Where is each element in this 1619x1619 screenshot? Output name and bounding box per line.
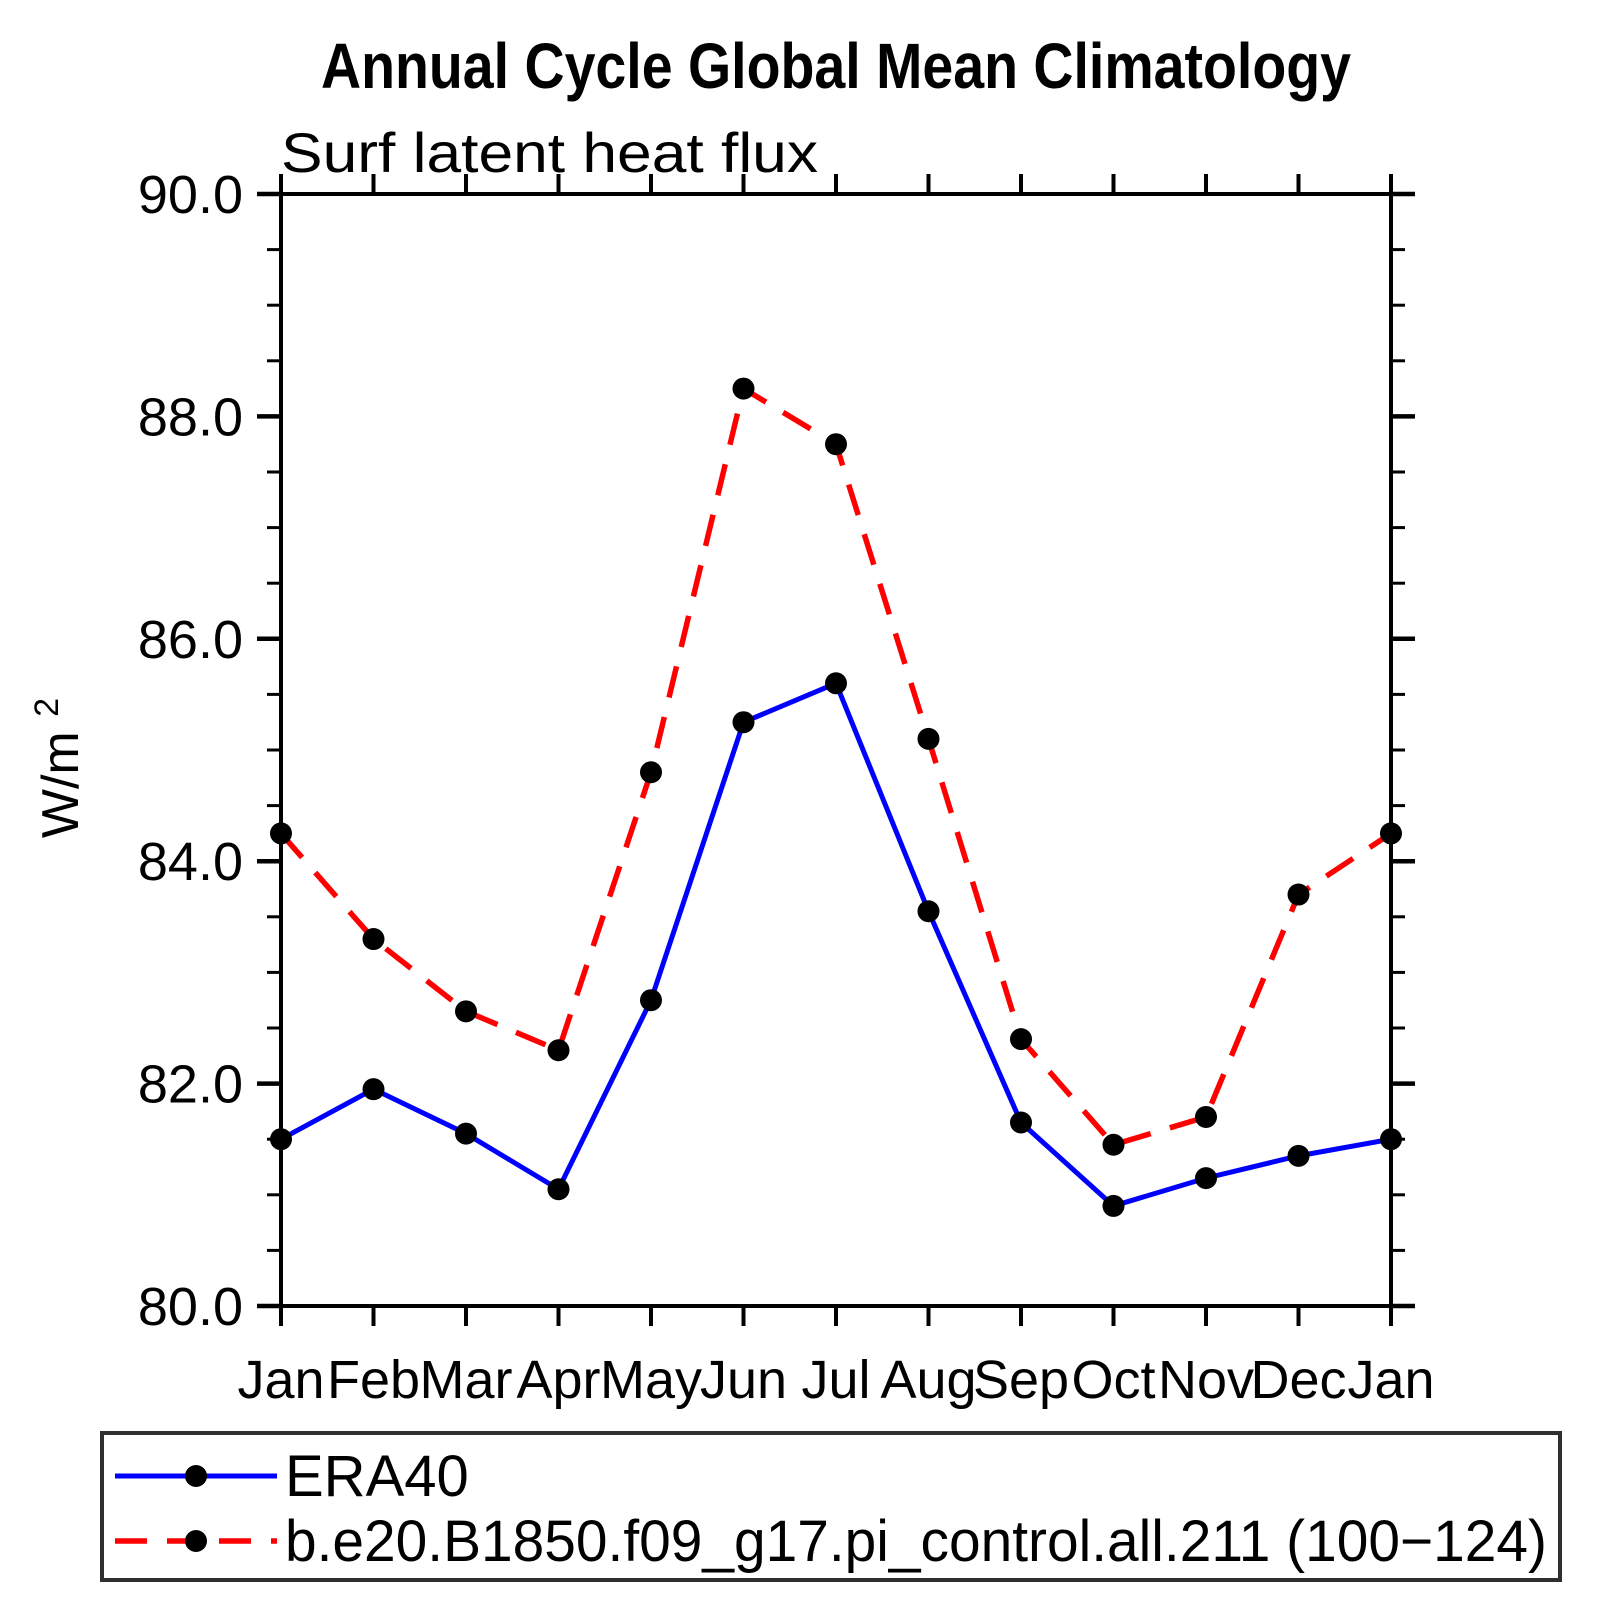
legend-box	[100, 1431, 1562, 1582]
y-tick-label: 90.0	[138, 165, 243, 225]
x-month-label: Aug	[880, 1350, 976, 1410]
x-month-label: Jan	[237, 1350, 324, 1410]
y-axis-label-base: W/m	[32, 731, 90, 838]
series-era40-marker-feb-1	[362, 1078, 385, 1101]
series-era40-marker-dec-11	[1287, 1144, 1310, 1167]
legend-model-label: b.e20.B1850.f09_g17.pi_control.all.211 (…	[285, 1509, 1547, 1574]
plot-border	[279, 192, 1393, 1308]
series-model-marker-sep-8	[1010, 1028, 1032, 1051]
series-era40-line	[279, 679, 1392, 1209]
series-model-marker-nov-10	[1195, 1105, 1217, 1128]
series-era40-marker-nov-10	[1195, 1167, 1217, 1190]
x-month-label: Nov	[1158, 1350, 1254, 1410]
x-month-label: Mar	[420, 1350, 513, 1410]
y-axis-label: W/m 2	[28, 698, 90, 838]
series-model-marker-jan-0	[270, 822, 292, 845]
series-model-marker-jan-12	[1380, 822, 1402, 845]
y-axis-ticks	[257, 191, 1415, 1309]
series-era40-marker-jul-6	[825, 672, 847, 695]
series-model-marker-feb-1	[362, 928, 385, 951]
x-month-label: Dec	[1250, 1350, 1346, 1410]
x-month-label: Feb	[327, 1350, 420, 1410]
x-month-label: Jul	[801, 1350, 870, 1410]
legend-era40-label: ERA40	[285, 1444, 469, 1509]
series-era40-marker-sep-8	[1010, 1111, 1032, 1134]
legend-model-marker	[185, 1530, 207, 1552]
series-era40-marker-jun-5	[732, 711, 755, 734]
y-tick-label: 84.0	[138, 832, 243, 892]
x-month-label: Jun	[700, 1350, 787, 1410]
series-era40-marker-oct-9	[1102, 1194, 1125, 1217]
series-model-marker-apr-3	[547, 1039, 570, 1062]
series-model-marker-jul-6	[825, 433, 847, 456]
series-model-marker-may-4	[640, 761, 662, 784]
x-month-label: Apr	[516, 1350, 600, 1410]
y-axis-tick-labels: 80.0 82.0 84.0 86.0 88.0 90.0	[138, 165, 243, 1337]
series-era40-marker-may-4	[640, 989, 662, 1012]
x-month-label: Sep	[973, 1350, 1069, 1410]
series-era40	[270, 672, 1402, 1217]
y-tick-label: 88.0	[138, 387, 243, 447]
series-era40-marker-jan-0	[270, 1128, 292, 1151]
series-model-marker-dec-11	[1287, 883, 1310, 906]
chart-subtitle: Surf latent heat flux	[281, 121, 818, 184]
series-model-marker-jun-5	[732, 377, 755, 400]
series-model-marker-aug-7	[917, 727, 940, 750]
y-tick-label: 86.0	[138, 610, 243, 670]
chart-title: Annual Cycle Global Mean Climatology	[321, 30, 1351, 102]
legend-era40-marker	[185, 1465, 207, 1487]
series-era40-marker-aug-7	[917, 900, 940, 923]
x-month-label: May	[600, 1350, 702, 1410]
series-era40-marker-jan-12	[1380, 1128, 1402, 1151]
series-model	[270, 377, 1402, 1156]
x-axis-ticks	[279, 174, 1393, 1326]
y-axis-label-exponent: 2	[28, 698, 66, 717]
series-plot-group	[270, 377, 1402, 1217]
series-era40-marker-mar-2	[455, 1122, 477, 1145]
y-tick-label: 82.0	[138, 1055, 243, 1115]
series-model-marker-mar-2	[455, 1000, 477, 1023]
x-month-label: Jan	[1347, 1350, 1434, 1410]
series-era40-marker-apr-3	[547, 1178, 570, 1201]
x-month-label: Oct	[1071, 1350, 1155, 1410]
series-model-line	[278, 384, 1393, 1148]
legend: ERA40 b.e20.B1850.f09_g17.pi_control.all…	[100, 1431, 1562, 1582]
series-model-marker-oct-9	[1102, 1133, 1125, 1156]
y-tick-label: 80.0	[138, 1277, 243, 1337]
